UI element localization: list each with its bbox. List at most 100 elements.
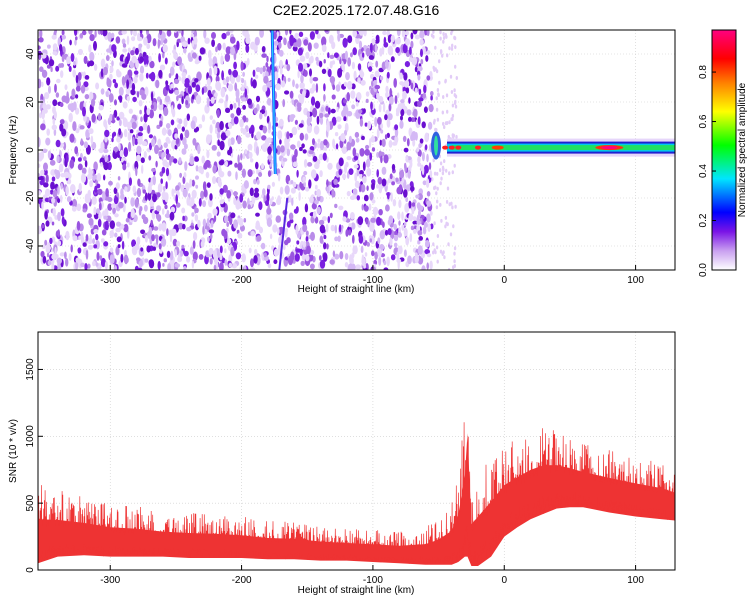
noise-blob xyxy=(309,31,315,40)
noise-blob xyxy=(144,204,148,212)
noise-blob xyxy=(42,255,47,264)
noise-blob xyxy=(409,233,413,243)
noise-blob xyxy=(46,128,50,136)
noise-blob xyxy=(116,70,122,78)
noise-blob xyxy=(104,220,110,231)
noise-blob xyxy=(107,32,112,42)
noise-blob xyxy=(250,158,254,163)
noise-blob xyxy=(258,172,263,177)
noise-blob xyxy=(445,93,449,98)
noise-blob xyxy=(301,143,305,149)
noise-blob xyxy=(441,171,445,176)
noise-blob xyxy=(405,87,410,94)
noise-blob xyxy=(130,89,136,96)
noise-blob xyxy=(357,77,361,84)
noise-blob xyxy=(454,104,458,109)
noise-blob xyxy=(221,32,227,40)
noise-blob xyxy=(364,252,368,257)
noise-blob xyxy=(115,246,120,256)
noise-blob xyxy=(299,132,304,141)
noise-blob xyxy=(156,124,161,129)
noise-blob xyxy=(406,109,412,116)
noise-blob xyxy=(436,88,440,92)
noise-blob xyxy=(136,187,142,198)
noise-blob xyxy=(453,36,457,41)
noise-blob xyxy=(278,41,282,49)
noise-blob xyxy=(144,86,149,97)
noise-blob xyxy=(49,237,53,245)
noise-blob xyxy=(253,255,258,264)
noise-blob xyxy=(302,63,308,69)
noise-blob xyxy=(156,205,162,212)
noise-blob xyxy=(440,176,443,181)
noise-blob xyxy=(207,49,212,60)
noise-blob xyxy=(108,180,113,186)
snr-frame xyxy=(37,331,676,571)
noise-blob xyxy=(217,139,220,147)
noise-blob xyxy=(319,224,326,234)
noise-blob xyxy=(383,260,387,266)
noise-blob xyxy=(193,36,198,45)
noise-blob xyxy=(291,197,294,206)
noise-blob xyxy=(344,50,348,60)
noise-blob xyxy=(365,144,370,150)
noise-blob xyxy=(267,170,272,178)
noise-blob xyxy=(433,186,436,191)
noise-blob xyxy=(379,230,385,240)
noise-blob xyxy=(302,224,308,233)
noise-blob xyxy=(55,139,61,148)
noise-blob xyxy=(333,178,338,185)
noise-blob xyxy=(425,55,429,62)
noise-blob xyxy=(455,134,458,139)
snr-y-tick-label: 0 xyxy=(25,567,36,573)
noise-blob xyxy=(262,65,266,73)
noise-blob xyxy=(416,214,420,224)
noise-blob xyxy=(408,213,414,222)
noise-blob xyxy=(242,104,247,110)
noise-blob xyxy=(400,108,405,117)
noise-blob xyxy=(377,176,383,185)
noise-blob xyxy=(375,60,379,68)
noise-blob xyxy=(144,192,148,201)
noise-blob xyxy=(384,59,389,69)
noise-blob xyxy=(421,151,425,162)
noise-blob xyxy=(134,47,139,56)
noise-blob xyxy=(266,55,269,63)
noise-blob xyxy=(41,81,44,88)
noise-blob xyxy=(208,247,214,255)
noise-blob xyxy=(93,63,98,71)
noise-blob xyxy=(250,41,256,50)
noise-blob xyxy=(168,73,172,79)
noise-blob xyxy=(442,167,445,172)
noise-blob xyxy=(319,140,325,151)
noise-blob xyxy=(221,228,227,237)
noise-blob xyxy=(289,219,294,224)
noise-blob xyxy=(114,146,119,153)
noise-blob xyxy=(369,222,375,232)
noise-blob xyxy=(215,80,221,91)
noise-blob xyxy=(378,209,383,216)
noise-blob xyxy=(433,118,436,123)
noise-blob xyxy=(145,72,149,79)
noise-blob xyxy=(426,191,431,197)
noise-blob xyxy=(374,251,378,260)
noise-blob xyxy=(396,251,400,261)
noise-blob xyxy=(411,207,415,215)
noise-blob xyxy=(390,192,393,202)
noise-blob xyxy=(91,196,97,205)
noise-blob xyxy=(237,232,243,239)
noise-blob xyxy=(138,207,142,216)
noise-blob xyxy=(230,246,235,257)
noise-blob xyxy=(95,82,100,90)
noise-blob xyxy=(365,218,369,225)
spectrogram-x-tick-label: 0 xyxy=(501,275,507,286)
noise-blob xyxy=(98,147,104,154)
noise-blob xyxy=(409,46,412,55)
noise-blob xyxy=(353,155,359,161)
noise-blob xyxy=(139,30,143,34)
noise-blob xyxy=(151,138,156,147)
noise-blob xyxy=(404,30,409,36)
noise-blob xyxy=(38,225,42,235)
noise-blob xyxy=(95,233,99,241)
noise-blob xyxy=(434,250,437,255)
